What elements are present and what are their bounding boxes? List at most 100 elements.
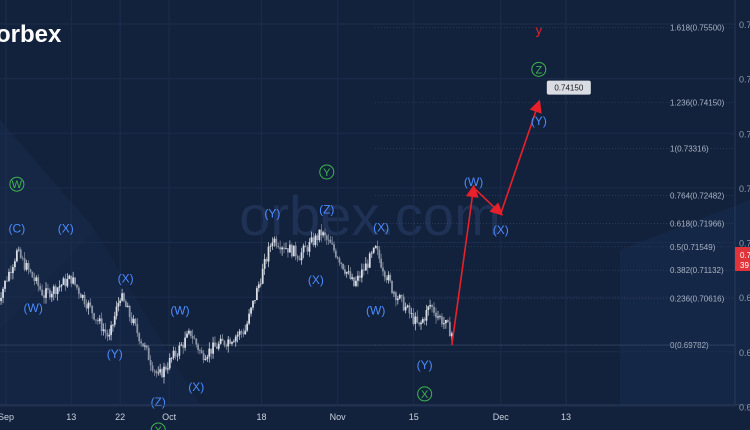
- candle-body: [170, 357, 173, 359]
- candle-body: [416, 316, 419, 323]
- candle-body: [380, 258, 383, 268]
- candle-body: [91, 305, 94, 314]
- candle-body: [199, 350, 201, 351]
- candle-body: [197, 344, 200, 351]
- candle-body: [214, 342, 216, 347]
- wave-label: Z: [535, 64, 542, 76]
- candle-body: [138, 333, 141, 342]
- y-axis-tick-label: 0.6: [739, 293, 750, 303]
- candle-body: [121, 293, 123, 301]
- candle-body: [128, 305, 131, 318]
- candle-body: [98, 318, 101, 322]
- candle-body: [254, 300, 256, 301]
- candle-body: [108, 334, 111, 337]
- candle-body: [435, 312, 437, 318]
- candle-body: [248, 313, 251, 324]
- candle-body: [406, 305, 409, 307]
- candle-body: [267, 246, 270, 262]
- wave-label: (W): [464, 175, 483, 189]
- candle-body: [21, 257, 24, 259]
- candle-body: [244, 330, 247, 335]
- candle-body: [402, 296, 405, 311]
- candle-body: [2, 288, 4, 298]
- fib-level-label: 1.236(0.74150): [670, 99, 725, 108]
- fib-level-label: 0.618(0.71966): [670, 220, 725, 229]
- fib-level-label: 0.5(0.71549): [670, 243, 716, 252]
- candle-body: [316, 235, 319, 241]
- candle-body: [423, 319, 426, 321]
- candle-body: [81, 294, 84, 298]
- candle-body: [124, 301, 127, 308]
- projection-path: [451, 99, 542, 346]
- wave-label: (X): [493, 223, 509, 237]
- candle-body: [418, 322, 421, 325]
- candle-body: [242, 332, 245, 335]
- wave-circle: [319, 164, 335, 180]
- wave-label: (Y): [531, 114, 547, 128]
- candle-body: [327, 239, 330, 241]
- candle-body: [333, 244, 335, 251]
- candle-body: [6, 280, 8, 282]
- candle-body: [200, 350, 203, 354]
- candle-body: [184, 337, 186, 348]
- y-axis-tick-label: 0.7: [739, 184, 750, 194]
- candle-body: [324, 232, 326, 236]
- candle-body: [285, 248, 287, 249]
- candle-body: [446, 320, 449, 323]
- candle-body: [106, 332, 109, 337]
- candle-body: [342, 263, 344, 270]
- x-axis-tick-label: Oct: [162, 412, 177, 422]
- candle-body: [70, 275, 73, 284]
- candle-body: [310, 237, 313, 242]
- candle-body: [15, 250, 18, 262]
- candle-body: [136, 323, 139, 334]
- logo-text: orbex: [0, 21, 62, 48]
- wave-label: X: [421, 389, 429, 401]
- candle-body: [322, 232, 325, 236]
- candle-body: [123, 293, 125, 302]
- candle-body: [25, 262, 28, 270]
- candle-body: [102, 329, 105, 332]
- candle-body: [420, 322, 422, 325]
- candle-body: [210, 348, 213, 354]
- candle-body: [358, 275, 361, 278]
- candle-body: [234, 336, 237, 342]
- candle-body: [165, 366, 167, 370]
- candle-body: [298, 258, 301, 261]
- candle-body: [433, 306, 435, 313]
- current-price-tag: 0.7 39: [735, 247, 750, 271]
- wave-label: (Y): [417, 358, 433, 372]
- wave-label: (X): [308, 273, 324, 287]
- candle-body: [10, 271, 12, 274]
- candle-body: [229, 339, 231, 344]
- candle-body: [132, 318, 135, 324]
- x-axis-tick-label: 15: [409, 412, 419, 422]
- candle-body: [50, 293, 53, 298]
- fib-level-label: 0.236(0.70616): [670, 294, 725, 303]
- wave-label: (W): [170, 304, 189, 318]
- candle-body: [225, 345, 228, 347]
- wave-label: X: [155, 425, 163, 430]
- candle-body: [79, 293, 82, 298]
- candle-body: [273, 238, 276, 243]
- candle-body: [52, 286, 55, 294]
- candle-body: [227, 339, 230, 347]
- candle-body: [149, 360, 152, 366]
- candle-body: [45, 288, 47, 298]
- candle-body: [355, 280, 357, 286]
- candle-body: [163, 366, 165, 378]
- candle-body: [195, 338, 198, 345]
- candle-body: [144, 345, 146, 347]
- candle-body: [292, 245, 295, 257]
- candle-body: [43, 295, 45, 298]
- wave-label: (W): [366, 304, 385, 318]
- candle-body: [314, 235, 317, 246]
- candle-body: [12, 267, 14, 274]
- candle-body: [347, 271, 350, 273]
- candle-body: [427, 306, 430, 310]
- candle-body: [351, 277, 354, 279]
- candle-body: [77, 287, 80, 294]
- candle-body: [208, 348, 211, 357]
- candle-body: [396, 298, 399, 301]
